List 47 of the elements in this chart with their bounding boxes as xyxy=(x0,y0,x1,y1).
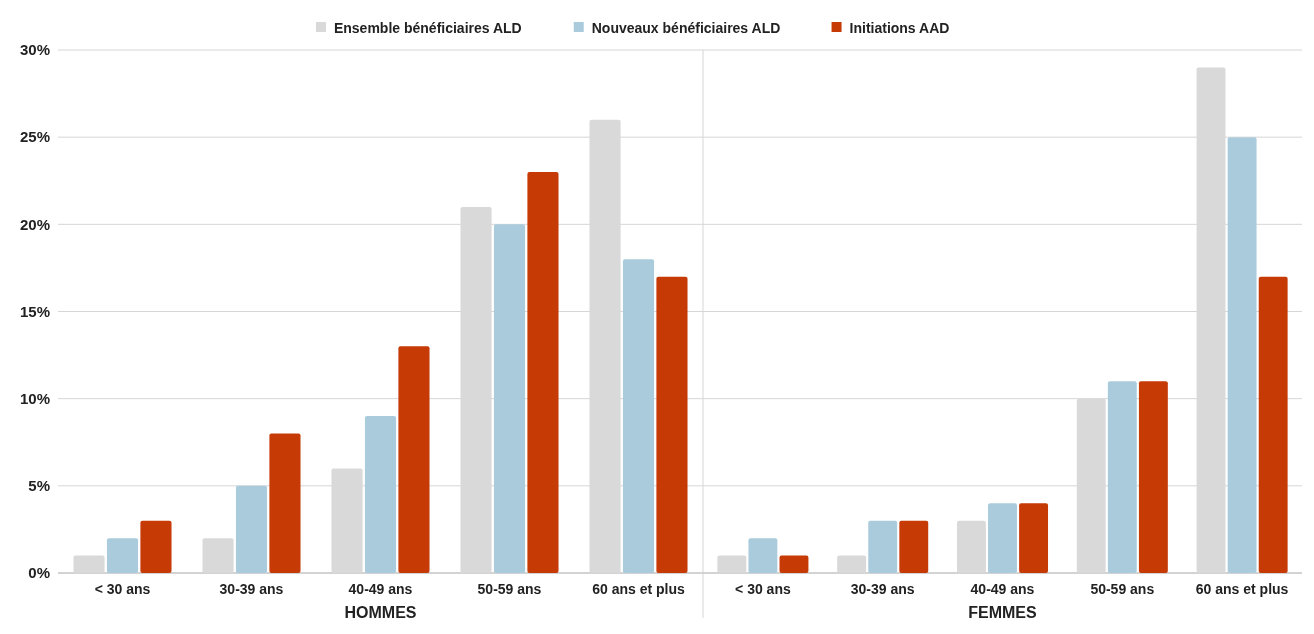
bar xyxy=(779,555,809,573)
bar xyxy=(1107,381,1137,573)
x-tick-label: < 30 ans xyxy=(735,581,791,597)
y-tick-label: 10% xyxy=(19,389,50,407)
y-tick-label: 25% xyxy=(19,128,50,146)
bar xyxy=(1138,381,1168,573)
bar xyxy=(364,416,397,573)
bar xyxy=(235,485,268,573)
x-axis-title: HOMMES xyxy=(344,604,417,621)
bar xyxy=(1258,276,1288,573)
bar xyxy=(1019,503,1049,573)
bar xyxy=(202,538,234,573)
bar xyxy=(269,433,301,573)
bar xyxy=(106,538,139,573)
bar xyxy=(493,224,526,573)
bar xyxy=(1227,137,1257,573)
x-tick-label: 50-59 ans xyxy=(1090,581,1155,597)
x-tick-label: 30-39 ans xyxy=(850,581,915,597)
legend-label: Nouveaux bénéficiaires ALD xyxy=(591,19,781,36)
x-tick-label: < 30 ans xyxy=(94,581,151,597)
x-tick-label: 40-49 ans xyxy=(970,581,1035,597)
x-tick-label: 40-49 ans xyxy=(348,581,413,597)
y-tick-label: 15% xyxy=(19,302,50,320)
x-tick-label: 60 ans et plus xyxy=(592,581,686,597)
bar xyxy=(140,520,172,573)
bar xyxy=(988,503,1017,573)
bar xyxy=(868,520,898,573)
y-tick-label: 0% xyxy=(28,564,50,582)
x-axis-title: FEMMES xyxy=(968,604,1038,621)
bar xyxy=(748,538,778,573)
x-tick-label: 50-59 ans xyxy=(477,581,542,597)
bar xyxy=(837,555,867,573)
y-tick-label: 5% xyxy=(28,477,50,495)
y-tick-label: 20% xyxy=(19,215,50,233)
bar xyxy=(622,259,655,573)
legend-label: Initiations AAD xyxy=(849,19,950,36)
x-tick-label: 30-39 ans xyxy=(219,581,284,597)
legend-label: Ensemble bénéficiaires ALD xyxy=(333,19,522,36)
y-tick-label: 30% xyxy=(19,41,50,59)
bar xyxy=(527,172,559,573)
x-tick-label: 60 ans et plus xyxy=(1195,581,1289,597)
bar xyxy=(73,555,105,573)
bar xyxy=(956,520,986,573)
bar xyxy=(717,555,747,573)
bar xyxy=(398,346,430,573)
bar xyxy=(656,276,688,573)
bar xyxy=(899,520,929,573)
